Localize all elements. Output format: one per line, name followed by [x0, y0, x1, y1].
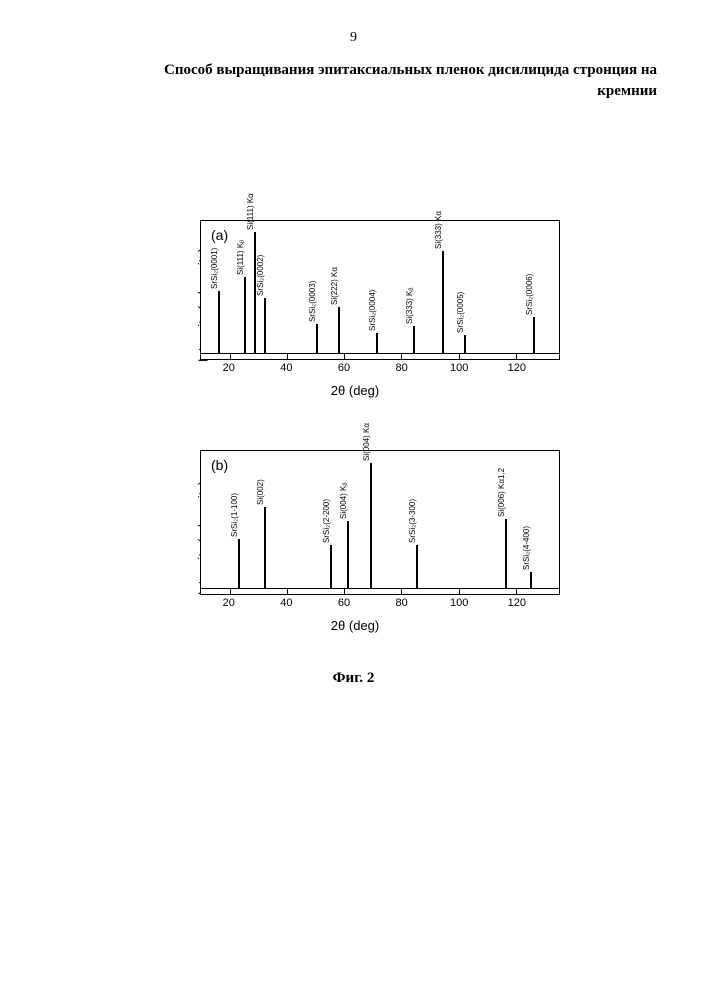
- diffraction-peak: SrSi₂(0004): [376, 333, 378, 354]
- panel-letter-b: (b): [211, 457, 228, 473]
- diffraction-peak: SrSi₂(0003): [316, 324, 318, 354]
- x-tick-label: 80: [395, 362, 407, 374]
- peak-label: Si(004) Kα: [362, 423, 371, 461]
- x-ticks: 20 40 60 80 100 120: [200, 597, 560, 613]
- peak-label: Si(004) Kᵦ: [339, 483, 348, 519]
- xrd-chart-a: Intensity (arb. units) (a) SrSi₂(0001)Si…: [140, 210, 570, 400]
- peak-label: Si(333) Kᵦ: [405, 288, 414, 324]
- peak-label: SrSi₂(2-200): [322, 499, 331, 543]
- peak-label: Si(111) Kα: [246, 193, 255, 230]
- diffraction-peak: Si(002): [264, 507, 266, 590]
- peak-label: SrSi₂(0004): [368, 290, 377, 331]
- peak-label: SrSi₂(0005): [456, 292, 465, 333]
- peak-label: SrSi₂(0002): [256, 255, 265, 296]
- peak-label: SrSi₂(0001): [210, 247, 219, 288]
- diffraction-peak: Si(222) Kα: [338, 307, 340, 354]
- page-title: Способ выращивания эпитаксиальных пленок…: [50, 60, 657, 102]
- x-tick-label: 60: [338, 597, 350, 609]
- diffraction-peak: SrSi₂(0001): [218, 291, 220, 354]
- diffraction-peak: Si(004) Kᵦ: [347, 521, 349, 589]
- diffraction-peak: Si(333) Kᵦ: [413, 326, 415, 354]
- x-tick-label: 120: [508, 362, 526, 374]
- diffraction-peak: SrSi₂(0005): [464, 335, 466, 354]
- title-line-1: Способ выращивания эпитаксиальных пленок…: [164, 62, 657, 78]
- peak-label: Si(002): [256, 479, 265, 505]
- diffraction-peak: Si(006) Kα1,2: [505, 519, 507, 589]
- diffraction-peak: SrSi₂(4-400): [530, 572, 532, 589]
- peak-label: SrSi₂(3-300): [408, 499, 417, 543]
- diffraction-peak: Si(004) Kα: [370, 463, 372, 589]
- diffraction-peak: SrSi₂(1-100): [238, 539, 240, 589]
- x-tick-label: 20: [223, 362, 235, 374]
- x-tick-label: 40: [280, 597, 292, 609]
- x-axis-label: 2θ (deg): [331, 618, 379, 633]
- peak-label: Si(222) Kα: [330, 267, 339, 305]
- x-tick-label: 120: [508, 597, 526, 609]
- title-line-2: кремнии: [597, 83, 657, 99]
- x-tick-label: 20: [223, 597, 235, 609]
- diffraction-peak: SrSi₂(0006): [533, 317, 535, 354]
- x-tick-label: 100: [450, 597, 468, 609]
- peak-label: SrSi₂(4-400): [522, 526, 531, 570]
- plot-area-a: (a) SrSi₂(0001)Si(111) KᵦSi(111) KαSrSi₂…: [200, 220, 560, 360]
- x-tick-label: 60: [338, 362, 350, 374]
- x-ticks: 20 40 60 80 100 120: [200, 362, 560, 378]
- page-number: 9: [350, 30, 357, 46]
- panel-letter-a: (a): [211, 227, 228, 243]
- peak-label: SrSi₂(0003): [308, 280, 317, 321]
- peak-label: SrSi₂(0006): [525, 273, 534, 314]
- x-tick-label: 80: [395, 597, 407, 609]
- peak-label: Si(111) Kᵦ: [236, 239, 245, 274]
- xrd-chart-b: Intensity (arb. units) (b) SrSi₂(1-100)S…: [140, 440, 570, 635]
- diffraction-peak: SrSi₂(2-200): [330, 545, 332, 589]
- peak-label: SrSi₂(1-100): [230, 493, 239, 537]
- peak-label: Si(006) Kα1,2: [497, 468, 506, 517]
- x-tick-label: 100: [450, 362, 468, 374]
- diffraction-peak: Si(333) Kα: [442, 251, 444, 354]
- diffraction-peak: Si(111) Kᵦ: [244, 277, 246, 354]
- peak-label: Si(333) Kα: [434, 211, 443, 249]
- diffraction-peak: SrSi₂(3-300): [416, 545, 418, 589]
- plot-area-b: (b) SrSi₂(1-100) Si(002) SrSi₂(2-200) Si(00…: [200, 450, 560, 595]
- figure-caption: Фиг. 2: [333, 670, 375, 687]
- diffraction-peak: SrSi₂(0002): [264, 298, 266, 354]
- x-axis-label: 2θ (deg): [331, 383, 379, 398]
- x-tick-label: 40: [280, 362, 292, 374]
